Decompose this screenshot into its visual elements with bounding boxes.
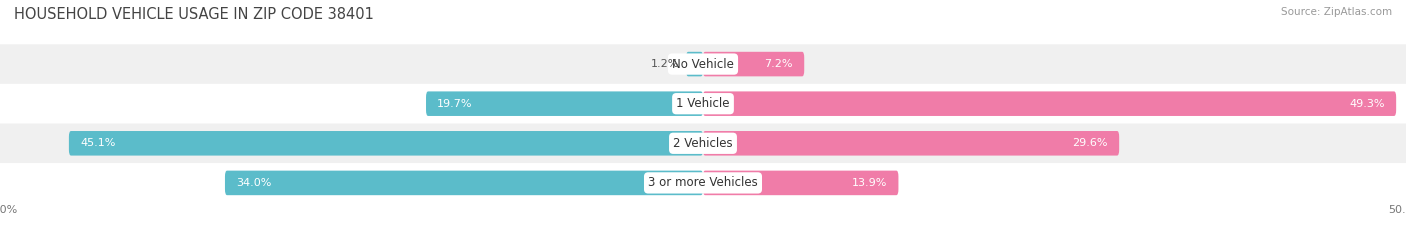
FancyBboxPatch shape: [69, 131, 703, 156]
FancyBboxPatch shape: [426, 91, 703, 116]
Text: 1 Vehicle: 1 Vehicle: [676, 97, 730, 110]
FancyBboxPatch shape: [225, 171, 703, 195]
Text: 49.3%: 49.3%: [1350, 99, 1385, 109]
FancyBboxPatch shape: [703, 131, 1119, 156]
FancyBboxPatch shape: [0, 123, 1406, 163]
Text: 2 Vehicles: 2 Vehicles: [673, 137, 733, 150]
Text: HOUSEHOLD VEHICLE USAGE IN ZIP CODE 38401: HOUSEHOLD VEHICLE USAGE IN ZIP CODE 3840…: [14, 7, 374, 22]
Text: 19.7%: 19.7%: [437, 99, 472, 109]
FancyBboxPatch shape: [686, 52, 703, 76]
Text: 34.0%: 34.0%: [236, 178, 271, 188]
Text: No Vehicle: No Vehicle: [672, 58, 734, 71]
Text: 45.1%: 45.1%: [80, 138, 115, 148]
Text: 3 or more Vehicles: 3 or more Vehicles: [648, 176, 758, 189]
FancyBboxPatch shape: [0, 44, 1406, 84]
Text: 29.6%: 29.6%: [1073, 138, 1108, 148]
FancyBboxPatch shape: [703, 91, 1396, 116]
Text: 13.9%: 13.9%: [852, 178, 887, 188]
FancyBboxPatch shape: [703, 171, 898, 195]
FancyBboxPatch shape: [0, 163, 1406, 203]
FancyBboxPatch shape: [0, 84, 1406, 123]
FancyBboxPatch shape: [703, 52, 804, 76]
Text: 1.2%: 1.2%: [651, 59, 679, 69]
Text: Source: ZipAtlas.com: Source: ZipAtlas.com: [1281, 7, 1392, 17]
Text: 7.2%: 7.2%: [765, 59, 793, 69]
